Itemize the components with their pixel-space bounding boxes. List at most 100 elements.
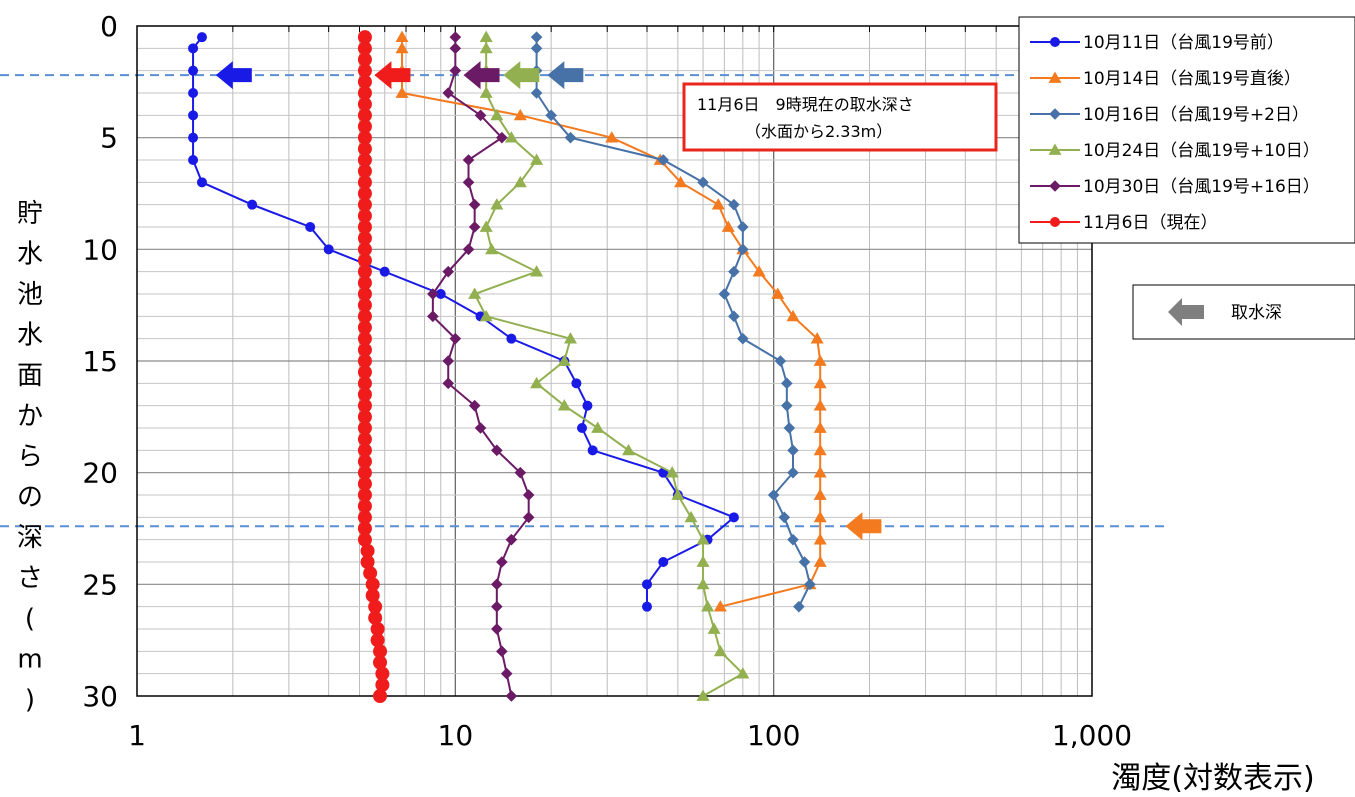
data-point — [813, 533, 827, 545]
data-point — [395, 30, 409, 43]
legend-item: 10月30日（台風19号+16日） — [1030, 177, 1320, 197]
data-point — [582, 400, 593, 411]
data-point — [357, 510, 372, 525]
data-point — [357, 119, 372, 134]
plot-area-frame — [136, 25, 1093, 697]
data-point — [357, 421, 372, 435]
data-point — [468, 287, 482, 299]
data-point — [557, 399, 571, 411]
data-point — [813, 466, 827, 478]
data-point — [468, 399, 481, 412]
data-point — [305, 222, 316, 232]
y-axis-label-char: 貯 — [17, 199, 43, 229]
data-point — [774, 355, 787, 367]
data-point — [522, 511, 535, 524]
data-point — [813, 421, 827, 433]
data-point — [368, 599, 383, 614]
y-tick-label: 20 — [82, 457, 118, 490]
y-axis-label-char: の — [17, 483, 43, 513]
data-point — [657, 154, 670, 166]
data-point — [357, 164, 372, 179]
data-point — [728, 265, 740, 278]
data-point — [357, 275, 372, 290]
data-point — [373, 655, 388, 670]
data-point — [196, 32, 207, 43]
intake-depth-arrow-icon — [1168, 298, 1204, 326]
data-point — [813, 510, 827, 523]
intake-depth-arrow — [547, 61, 584, 90]
data-point — [530, 265, 544, 277]
grid-lines — [137, 26, 1092, 696]
data-point — [442, 355, 455, 367]
series-6 — [357, 30, 390, 703]
data-point — [500, 667, 513, 680]
data-point — [435, 289, 446, 299]
intake-depth-arrow — [463, 61, 500, 90]
data-point — [713, 644, 727, 657]
data-point — [545, 109, 557, 122]
data-point — [737, 221, 749, 233]
y-axis-ticks: 0 5 10 15 20 25 30 — [82, 10, 118, 713]
legend-swatch-marker — [1048, 143, 1062, 155]
data-point — [379, 266, 390, 277]
data-point — [365, 588, 380, 603]
data-point — [357, 108, 372, 123]
data-point — [375, 677, 390, 692]
data-point — [357, 197, 372, 212]
data-point — [778, 511, 791, 524]
series-line — [192, 36, 736, 607]
data-point — [357, 532, 372, 547]
data-point — [787, 533, 799, 546]
data-point — [622, 443, 636, 456]
y-tick-label: 10 — [82, 233, 118, 266]
data-point — [490, 108, 504, 121]
y-axis-label-char: 深 — [17, 523, 43, 553]
data-point — [395, 86, 409, 98]
legend: 10月11日（台風19号前） 10月14日（台風19号直後） 10月16日（台風19… — [1018, 16, 1355, 244]
data-point — [786, 309, 800, 322]
data-point — [196, 177, 207, 188]
data-point — [767, 489, 780, 501]
legend-label: 10月30日（台風19号+16日） — [1083, 177, 1320, 197]
data-point — [363, 566, 378, 581]
data-point — [357, 186, 372, 201]
data-point — [357, 63, 372, 78]
data-point — [793, 600, 805, 613]
data-point — [442, 265, 455, 278]
data-point — [696, 555, 710, 567]
data-point — [813, 376, 827, 389]
legend-item: 11月6日（現在） — [1030, 213, 1217, 233]
data-point — [357, 253, 372, 268]
data-point — [357, 376, 372, 391]
legend-label: 10月11日（台風19号前） — [1083, 33, 1284, 53]
data-point — [357, 130, 372, 145]
data-point — [357, 354, 372, 368]
intake-depth-arrows — [215, 61, 882, 541]
data-point — [696, 577, 710, 590]
data-point — [247, 199, 258, 210]
data-point — [357, 41, 372, 56]
y-axis-label-char: か — [17, 402, 43, 432]
data-point — [707, 622, 721, 634]
data-point — [360, 543, 375, 558]
data-point — [783, 422, 796, 434]
data-point — [357, 175, 372, 190]
intake-depth-arrow — [374, 61, 411, 90]
data-point — [728, 198, 740, 211]
data-point — [373, 689, 388, 703]
data-series — [188, 30, 827, 703]
data-point — [442, 87, 455, 99]
data-point — [395, 41, 409, 54]
data-point — [357, 521, 372, 536]
y-tick-label: 0 — [100, 10, 118, 43]
y-axis-label-char: ら — [17, 442, 43, 472]
data-point — [479, 220, 493, 232]
legend-item: 10月11日（台風19号前） — [1030, 33, 1284, 53]
data-point — [591, 421, 605, 433]
data-point — [491, 600, 503, 613]
data-point — [357, 432, 372, 447]
data-point — [370, 622, 385, 636]
x-tick-label: 10 — [438, 719, 474, 752]
data-point — [530, 87, 543, 99]
data-point — [357, 309, 372, 324]
